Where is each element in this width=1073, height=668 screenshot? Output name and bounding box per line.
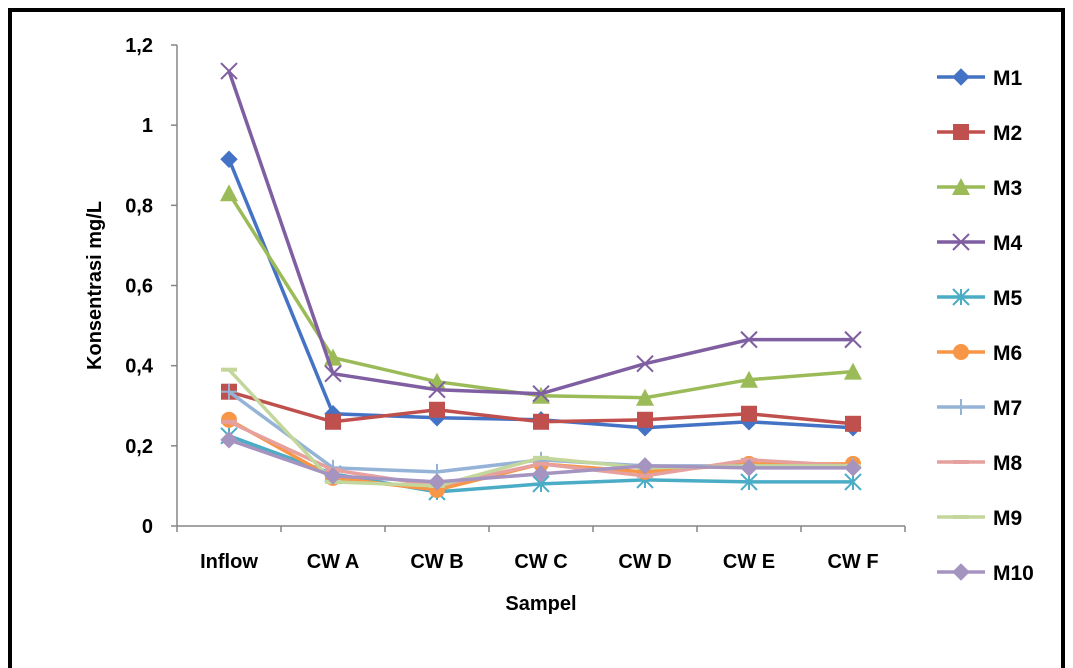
data-point-m9 bbox=[221, 368, 237, 372]
legend-label-m7: M7 bbox=[993, 397, 1022, 420]
legend-label-m9: M9 bbox=[993, 507, 1022, 530]
x-tick-label: CW A bbox=[307, 551, 360, 573]
data-point-m2 bbox=[429, 402, 445, 418]
data-point-m1 bbox=[221, 151, 237, 167]
legend-marker-m1 bbox=[953, 69, 969, 85]
series-line-m4 bbox=[229, 71, 853, 394]
data-point-m3 bbox=[220, 184, 238, 201]
x-tick-label: CW D bbox=[618, 551, 671, 573]
legend-marker-m8 bbox=[953, 460, 969, 464]
x-tick-label: Inflow bbox=[200, 551, 258, 573]
data-point-m10 bbox=[221, 432, 237, 448]
data-point-m2 bbox=[325, 414, 341, 430]
legend-label-m4: M4 bbox=[993, 232, 1022, 255]
x-axis-title: Sampel bbox=[505, 593, 576, 615]
legend-marker-m10 bbox=[953, 564, 969, 580]
legend-label-m5: M5 bbox=[993, 287, 1022, 310]
y-tick-label: 0 bbox=[142, 516, 153, 538]
x-tick-label: CW C bbox=[514, 551, 567, 573]
x-tick-label: CW F bbox=[827, 551, 878, 573]
legend-marker-m7 bbox=[953, 399, 969, 415]
data-point-m9 bbox=[533, 456, 549, 460]
data-point-m2 bbox=[637, 412, 653, 428]
legend-marker-m2 bbox=[953, 124, 969, 140]
data-point-m2 bbox=[741, 406, 757, 422]
data-point-m2 bbox=[845, 416, 861, 432]
x-tick-label: CW B bbox=[410, 551, 463, 573]
legend-label-m10: M10 bbox=[993, 562, 1034, 585]
x-tick-label: CW E bbox=[723, 551, 775, 573]
y-tick-label: 0,4 bbox=[125, 356, 154, 378]
series-line-m3 bbox=[229, 193, 853, 397]
legend-label-m2: M2 bbox=[993, 122, 1022, 145]
legend-label-m6: M6 bbox=[993, 342, 1022, 365]
y-tick-label: 0,8 bbox=[125, 195, 153, 217]
data-point-m8 bbox=[221, 420, 237, 424]
legend-label-m1: M1 bbox=[993, 67, 1022, 90]
y-tick-label: 0,2 bbox=[125, 436, 153, 458]
y-tick-label: 1,2 bbox=[125, 35, 153, 57]
y-tick-label: 1 bbox=[142, 115, 153, 137]
y-tick-label: 0,6 bbox=[125, 276, 153, 298]
y-axis-title: Konsentrasi mg/L bbox=[84, 201, 106, 370]
data-point-m4 bbox=[221, 63, 237, 79]
legend-marker-m6 bbox=[953, 344, 969, 360]
legend-label-m8: M8 bbox=[993, 452, 1022, 475]
data-point-m2 bbox=[533, 414, 549, 430]
legend-label-m3: M3 bbox=[993, 177, 1022, 200]
legend-marker-m9 bbox=[953, 515, 969, 519]
